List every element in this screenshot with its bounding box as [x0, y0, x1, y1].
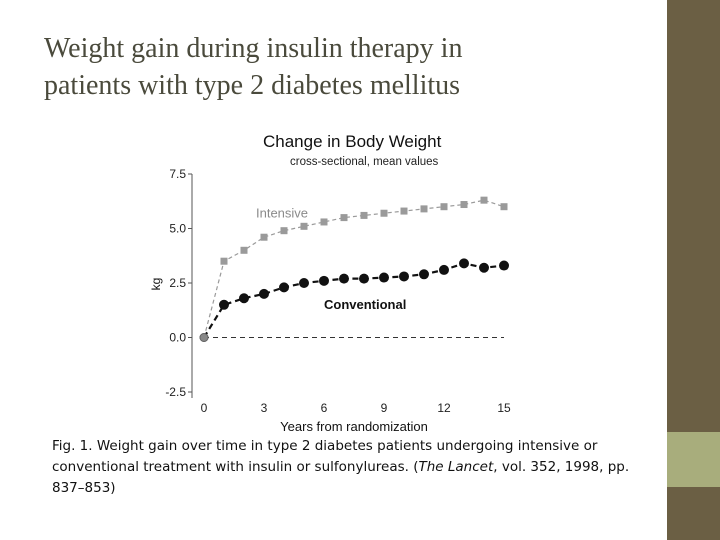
- data-point-intensive: [320, 218, 328, 226]
- data-point-intensive: [420, 205, 428, 213]
- x-axis-label: Years from randomization: [280, 419, 428, 433]
- data-point-intensive: [380, 209, 388, 217]
- series-line-intensive: [203, 199, 505, 338]
- x-tick-label: 15: [497, 401, 511, 415]
- y-tick-label: 0.0: [169, 331, 186, 345]
- slide-title-line-2: patients with type 2 diabetes mellitus: [44, 70, 461, 101]
- chart: Change in Body Weight cross-sectional, m…: [150, 128, 520, 433]
- data-point-intensive: [240, 246, 248, 254]
- data-point-conventional: [459, 258, 469, 269]
- x-tick-label: 3: [261, 401, 268, 415]
- plot-area: -2.5 0.0 2.5 5.0 7.5 0 3 6 9 12 15 Intensive Convent…: [165, 167, 511, 415]
- x-tick-label: 9: [381, 401, 388, 415]
- decorative-right-accent: [667, 432, 720, 487]
- data-point-conventional: [279, 282, 289, 293]
- chart-subtitle: cross-sectional, mean values: [290, 156, 439, 168]
- data-point-intensive: [260, 233, 268, 241]
- x-tick-label: 6: [321, 401, 328, 415]
- y-tick-label: 7.5: [169, 167, 186, 181]
- caption-text-end: , vol. 352, 1998, pp. 837–853): [52, 459, 630, 496]
- y-tick-label: -2.5: [165, 385, 186, 399]
- data-point-conventional: [239, 293, 249, 304]
- data-point-intensive: [360, 211, 368, 219]
- data-point-conventional: [299, 278, 309, 288]
- data-point-conventional: [219, 299, 229, 310]
- data-point-intensive: [440, 203, 448, 211]
- y-tick-label: 2.5: [169, 276, 186, 290]
- series-line-conventional: [203, 262, 505, 339]
- chart-title: Change in Body Weight: [263, 132, 442, 151]
- data-point-conventional: [439, 264, 449, 275]
- series-label-intensive: Intensive: [256, 206, 308, 221]
- figure-caption: Fig. 1. Weight gain over time in type 2 …: [52, 436, 642, 499]
- slide-title-line-1: Weight gain during insulin therapy in: [44, 33, 463, 64]
- slide-title: Weight gain during insulin therapy in pa…: [44, 30, 644, 104]
- y-tick-label: 5.0: [169, 222, 186, 236]
- data-point-conventional: [319, 275, 329, 286]
- caption-text-start: Fig. 1. Weight gain over time in type 2 …: [52, 438, 598, 475]
- data-point-conventional: [399, 271, 409, 282]
- data-point-conventional: [359, 273, 369, 284]
- y-axis-label: kg: [150, 278, 163, 291]
- data-point-intensive: [480, 196, 488, 204]
- data-point-conventional: [499, 260, 509, 271]
- caption-journal: The Lancet: [418, 459, 494, 475]
- data-point-conventional: [259, 288, 269, 299]
- x-tick-label: 12: [437, 401, 451, 415]
- data-point-conventional: [479, 262, 489, 273]
- series-label-conventional: Conventional: [324, 297, 406, 312]
- data-point-intensive: [300, 222, 308, 230]
- data-point-conventional: [419, 269, 429, 280]
- data-point-intensive: [280, 227, 288, 235]
- data-point-conventional: [199, 333, 209, 342]
- data-point-conventional: [379, 272, 389, 283]
- data-point-intensive: [400, 207, 408, 215]
- data-point-intensive: [460, 201, 468, 209]
- data-point-intensive: [340, 214, 348, 222]
- data-point-intensive: [500, 203, 508, 211]
- x-tick-label: 0: [201, 401, 208, 415]
- data-point-intensive: [220, 257, 228, 265]
- data-point-conventional: [339, 273, 349, 284]
